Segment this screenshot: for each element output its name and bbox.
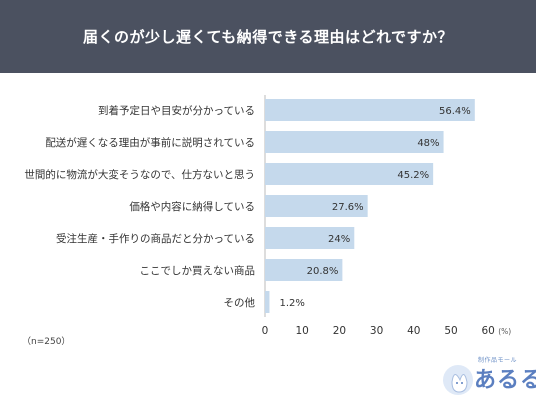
logo-wordmark: あるる — [474, 368, 536, 393]
value-label: 20.8% — [307, 266, 339, 277]
bar — [265, 195, 368, 217]
value-label: 24% — [328, 234, 350, 245]
bar — [265, 227, 355, 249]
category-label: 受注生産・手作りの商品だと分かっている — [56, 232, 255, 245]
x-tick-label: 40 — [407, 325, 420, 337]
category-label: 到着予定日や目安が分かっている — [98, 104, 255, 117]
rabbit-logo-icon — [443, 365, 473, 395]
category-label: 配送が遅くなる理由が事前に説明されている — [45, 136, 255, 149]
bar — [265, 99, 475, 121]
bar — [265, 163, 434, 185]
category-label: 世間的に物流が大変そうなので、仕方ないと思う — [24, 168, 255, 181]
value-label: 1.2% — [279, 298, 304, 309]
category-label: 価格や内容に納得している — [129, 200, 255, 213]
chart-title: 届くのが少し遅くても納得できる理由はどれですか？ — [0, 0, 536, 73]
value-label: 27.6% — [332, 202, 364, 213]
x-tick-label: 30 — [370, 325, 383, 337]
value-label: 56.4% — [439, 106, 471, 117]
x-tick-label: 0 — [262, 325, 269, 337]
value-label: 48% — [417, 138, 439, 149]
x-tick-label: 10 — [296, 325, 309, 337]
category-label: その他 — [224, 296, 256, 309]
x-tick-label: 60 — [482, 325, 495, 337]
value-label: 45.2% — [397, 170, 429, 181]
category-label: ここでしか買えない商品 — [140, 264, 256, 277]
bar — [265, 131, 444, 153]
bar — [265, 259, 343, 281]
x-tick-label: 50 — [444, 325, 457, 337]
x-tick-label: 20 — [333, 325, 346, 337]
sample-size-note: （n=250） — [22, 337, 71, 347]
bar — [265, 291, 270, 313]
logo-subtitle: 制作品モール — [478, 357, 518, 364]
x-unit-label: (%) — [498, 327, 511, 336]
